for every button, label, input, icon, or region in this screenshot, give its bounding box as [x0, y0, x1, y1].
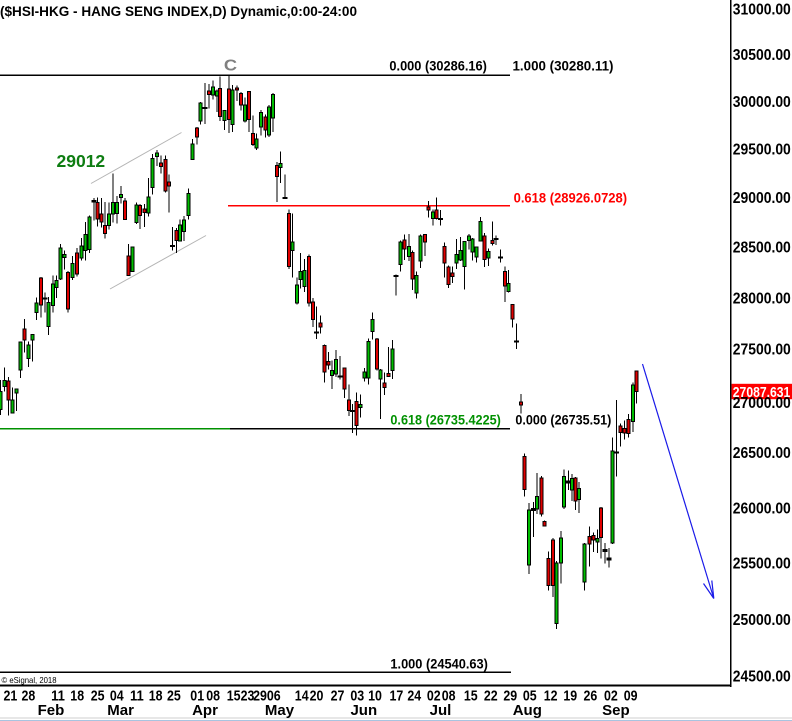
svg-text:26500.00: 26500.00	[733, 445, 791, 462]
svg-text:15: 15	[227, 688, 241, 704]
svg-text:17: 17	[390, 688, 404, 704]
svg-text:30000.00: 30000.00	[733, 94, 791, 111]
svg-text:Jul: Jul	[430, 702, 452, 719]
svg-text:08: 08	[206, 688, 220, 704]
svg-text:11: 11	[130, 688, 144, 704]
svg-text:30500.00: 30500.00	[733, 47, 791, 64]
svg-text:29: 29	[253, 688, 267, 704]
svg-text:0.000 (26735.51): 0.000 (26735.51)	[515, 412, 611, 427]
svg-text:04: 04	[110, 688, 124, 704]
svg-text:Mar: Mar	[107, 702, 134, 719]
svg-text:24: 24	[407, 688, 421, 704]
svg-text:20: 20	[310, 688, 324, 704]
svg-text:25: 25	[167, 688, 181, 704]
svg-text:14: 14	[295, 688, 309, 704]
svg-text:26: 26	[584, 688, 598, 704]
svg-text:Sep: Sep	[602, 702, 630, 719]
svg-text:19: 19	[563, 688, 577, 704]
svg-text:26000.00: 26000.00	[733, 500, 791, 517]
svg-text:29500.00: 29500.00	[733, 142, 791, 159]
svg-text:Aug: Aug	[513, 702, 542, 719]
svg-text:10: 10	[368, 688, 382, 704]
svg-text:May: May	[265, 702, 295, 719]
svg-text:27087.631: 27087.631	[733, 384, 791, 401]
svg-text:15: 15	[464, 688, 478, 704]
svg-text:29012: 29012	[57, 151, 106, 171]
svg-text:25000.00: 25000.00	[733, 612, 791, 629]
svg-text:0.618 (28926.0728): 0.618 (28926.0728)	[514, 191, 628, 206]
svg-text:1.000 (30280.11): 1.000 (30280.11)	[513, 59, 614, 74]
svg-text:28000.00: 28000.00	[733, 290, 791, 307]
svg-text:09: 09	[624, 688, 638, 704]
svg-text:18: 18	[70, 688, 84, 704]
svg-text:03: 03	[350, 688, 364, 704]
svg-text:21: 21	[4, 688, 18, 704]
svg-text:23: 23	[241, 688, 255, 704]
svg-text:06: 06	[267, 688, 281, 704]
svg-text:25: 25	[91, 688, 105, 704]
svg-text:24500.00: 24500.00	[733, 669, 791, 686]
svg-text:29000.00: 29000.00	[733, 190, 791, 207]
svg-text:08: 08	[442, 688, 456, 704]
svg-text:Apr: Apr	[192, 702, 218, 719]
svg-text:28500.00: 28500.00	[733, 240, 791, 257]
svg-text:© eSignal, 2018: © eSignal, 2018	[2, 675, 57, 685]
svg-text:02: 02	[604, 688, 618, 704]
svg-text:0.618 (26735.4225): 0.618 (26735.4225)	[390, 412, 501, 427]
svg-text:29: 29	[503, 688, 517, 704]
svg-text:Feb: Feb	[38, 702, 65, 719]
svg-text:27: 27	[331, 688, 345, 704]
svg-text:22: 22	[484, 688, 498, 704]
svg-text:27500.00: 27500.00	[733, 341, 791, 358]
svg-text:05: 05	[523, 688, 537, 704]
svg-text:Jun: Jun	[350, 702, 377, 719]
svg-text:18: 18	[149, 688, 163, 704]
svg-text:1.000 (24540.63): 1.000 (24540.63)	[390, 657, 488, 672]
svg-text:02: 02	[427, 688, 441, 704]
svg-text:31000.00: 31000.00	[733, 1, 791, 18]
svg-text:11: 11	[51, 688, 65, 704]
svg-text:25500.00: 25500.00	[733, 555, 791, 572]
svg-text:27000.00: 27000.00	[733, 395, 791, 412]
svg-text:0.000 (30286.16): 0.000 (30286.16)	[389, 59, 487, 74]
svg-text:01: 01	[190, 688, 204, 704]
svg-text:C: C	[224, 57, 238, 74]
svg-text:($HSI-HKG - HANG SENG INDEX,D): ($HSI-HKG - HANG SENG INDEX,D) Dynamic,0…	[0, 4, 357, 19]
svg-text:12: 12	[544, 688, 558, 704]
svg-text:28: 28	[22, 688, 36, 704]
